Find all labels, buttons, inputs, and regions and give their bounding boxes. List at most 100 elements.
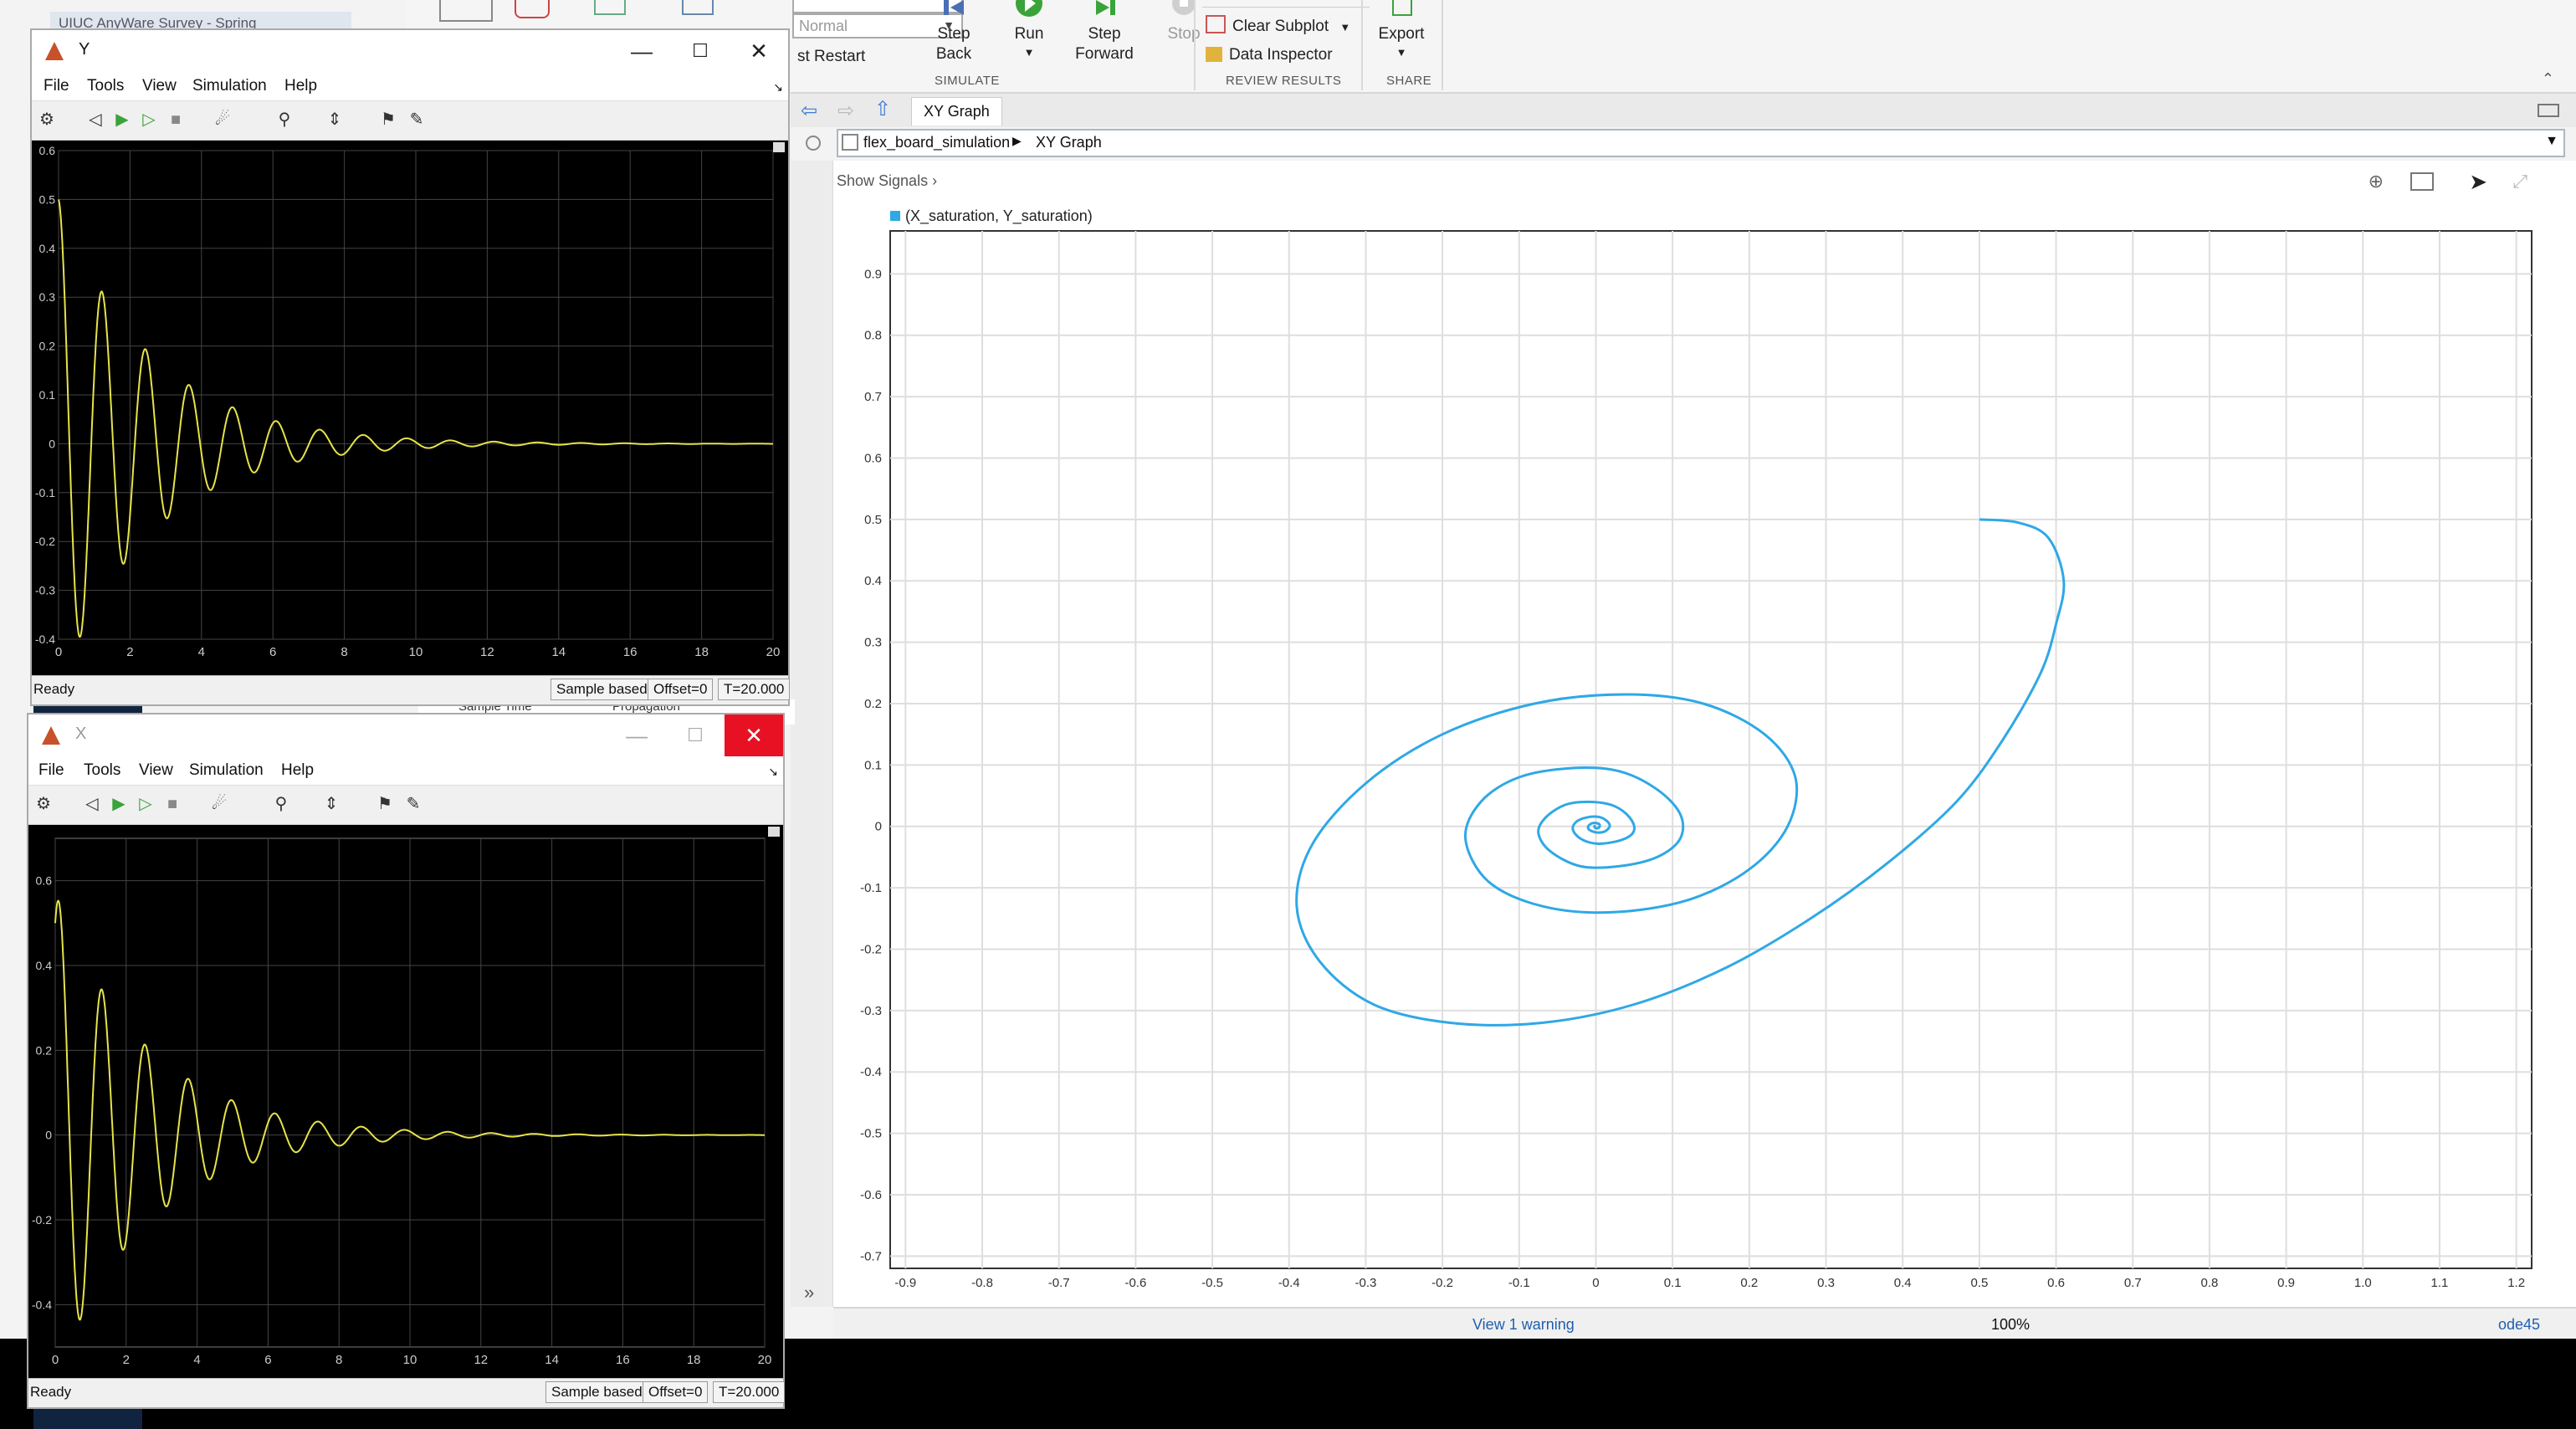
legend-swatch bbox=[890, 211, 900, 221]
panel-toggle-icon[interactable] bbox=[2538, 104, 2559, 117]
title-bar[interactable]: Y — ☐ ✕ bbox=[32, 30, 788, 72]
minimize-icon[interactable]: — bbox=[626, 723, 648, 748]
y-tick-label: 0.5 bbox=[864, 513, 882, 527]
step-back-button[interactable]: Step Back bbox=[924, 0, 983, 64]
x-tick-label: 20 bbox=[758, 1353, 772, 1367]
zoom-icon[interactable]: ⊕ bbox=[2368, 171, 2384, 192]
solver-name[interactable]: ode45 bbox=[2498, 1316, 2541, 1333]
scope-status-bar: Ready Sample based Offset=0 T=20.000 bbox=[32, 675, 791, 704]
menu-help[interactable]: Help bbox=[284, 77, 318, 95]
breadcrumb-model[interactable]: flex_board_simulation bbox=[863, 134, 1011, 151]
highlight-icon[interactable]: ☄ bbox=[212, 795, 227, 813]
scale-axes-icon[interactable]: ⇕ bbox=[324, 795, 339, 813]
step-forward-icon[interactable]: ▷ bbox=[142, 110, 156, 129]
model-icon[interactable] bbox=[594, 0, 626, 15]
warning-link[interactable]: View 1 warning bbox=[1472, 1316, 1575, 1333]
stop-button[interactable]: Stop bbox=[1159, 0, 1209, 44]
zoom-icon[interactable]: ⚲ bbox=[274, 795, 288, 813]
settings-gear-icon[interactable]: ⚙ bbox=[39, 110, 54, 129]
scope-plot-area[interactable]: 0 2 4 6 8 10 12 14 16 18 20 0.6 0.5 0.4 0.3 0.2 0.1 0 -0.1… bbox=[32, 141, 788, 676]
menu-tools[interactable]: Tools bbox=[87, 77, 125, 95]
minimize-icon[interactable]: — bbox=[631, 38, 653, 64]
collapse-ribbon-icon[interactable]: ⌃ bbox=[2541, 70, 2554, 87]
triggers-icon[interactable]: ⚑ bbox=[381, 110, 396, 129]
clear-subplot-label: Clear Subplot bbox=[1232, 18, 1329, 35]
stop-icon[interactable]: ■ bbox=[166, 795, 178, 813]
step-back-icon[interactable]: ◁ bbox=[89, 110, 102, 129]
sample-mode: Sample based bbox=[545, 1381, 648, 1403]
measurements-icon[interactable]: ✎ bbox=[406, 795, 421, 813]
grid-icon[interactable] bbox=[439, 0, 493, 22]
simulation-mode-select[interactable]: Normal ▼ bbox=[792, 13, 963, 38]
tab-xy-graph[interactable]: XY Graph bbox=[911, 97, 1002, 125]
y-tick-label: -0.1 bbox=[35, 486, 55, 499]
step-back-icon[interactable]: ◁ bbox=[85, 795, 99, 813]
y-tick-label: 0.4 bbox=[36, 959, 53, 972]
run-button[interactable]: Run ▼ bbox=[1000, 0, 1058, 61]
y-tick-label: 0 bbox=[49, 437, 55, 450]
brush-icon[interactable] bbox=[515, 0, 550, 18]
x-tick-label: 1.1 bbox=[2431, 1276, 2449, 1290]
forward-arrow-icon[interactable]: ⇨ bbox=[837, 100, 855, 122]
status-text: Ready bbox=[33, 681, 75, 697]
step-forward-icon[interactable]: ▷ bbox=[139, 795, 152, 813]
fast-restart-label: st Restart bbox=[797, 48, 866, 65]
chevron-right-icon: › bbox=[932, 172, 938, 189]
y-tick-label: 0.3 bbox=[39, 290, 56, 304]
show-signals-button[interactable]: Show Signals › bbox=[837, 172, 937, 190]
cursor-icon[interactable]: ➤ bbox=[2469, 169, 2487, 194]
y-tick-label: -0.3 bbox=[35, 584, 55, 597]
y-tick-label: 0.5 bbox=[39, 192, 56, 206]
status-text: Ready bbox=[30, 1384, 72, 1400]
highlight-icon[interactable]: ☄ bbox=[215, 110, 230, 129]
data-cursors-fragment[interactable] bbox=[1202, 0, 1370, 8]
menu-file[interactable]: File bbox=[38, 761, 64, 779]
up-arrow-icon[interactable]: ⇧ bbox=[874, 98, 892, 120]
hide-explorer-icon[interactable] bbox=[806, 136, 821, 151]
scale-axes-icon[interactable]: ⇕ bbox=[327, 110, 342, 129]
zoom-icon[interactable]: ⚲ bbox=[278, 110, 291, 129]
xy-graph-plot[interactable]: -0.9 -0.8 -0.7 -0.6 -0.5 -0.4 -0.3 -0.2 -0.1 0 0.1… bbox=[833, 161, 2576, 1307]
dock-icon[interactable]: ↘ bbox=[768, 765, 778, 778]
title-bar[interactable]: X — ☐ ✕ bbox=[28, 714, 783, 756]
data-inspector-button[interactable]: Data Inspector bbox=[1206, 45, 1333, 65]
breadcrumb-block[interactable]: XY Graph bbox=[1036, 134, 1102, 151]
menu-view[interactable]: View bbox=[142, 77, 177, 95]
y-tick-label: -0.3 bbox=[860, 1004, 882, 1018]
x-tick-label: 0.2 bbox=[1740, 1276, 1758, 1290]
menu-view[interactable]: View bbox=[139, 761, 173, 779]
menu-simulation[interactable]: Simulation bbox=[189, 761, 264, 779]
maximize-icon[interactable]: ☐ bbox=[692, 40, 709, 61]
dock-icon[interactable]: ↘ bbox=[773, 80, 783, 94]
clear-subplot-button[interactable]: Clear Subplot ▼ bbox=[1206, 15, 1350, 38]
close-icon[interactable]: ✕ bbox=[725, 714, 783, 756]
zoom-level: 100% bbox=[1991, 1316, 2031, 1333]
expand-browser-icon[interactable]: » bbox=[804, 1282, 815, 1303]
fast-restart-button[interactable]: st Restart bbox=[797, 47, 865, 67]
chevron-down-icon[interactable]: ▼ bbox=[2545, 134, 2558, 148]
library-icon[interactable] bbox=[682, 0, 714, 15]
settings-gear-icon[interactable]: ⚙ bbox=[36, 795, 51, 813]
menu-tools[interactable]: Tools bbox=[84, 761, 121, 779]
x-tick-label: 0.9 bbox=[2277, 1276, 2295, 1290]
fit-view-icon[interactable] bbox=[2410, 172, 2434, 191]
back-arrow-icon[interactable]: ⇦ bbox=[801, 100, 818, 122]
step-forward-button[interactable]: Step Forward bbox=[1067, 0, 1142, 64]
scope-plot-area[interactable]: 0 2 4 6 8 10 12 14 16 18 20 0.6 0.4 0.2 0 -0.2 -0.4 bbox=[28, 825, 783, 1380]
maximize-icon[interactable]: ☐ bbox=[687, 725, 704, 745]
expand-icon[interactable]: ⤢ bbox=[2512, 171, 2527, 192]
run-icon[interactable]: ▶ bbox=[115, 110, 129, 129]
menu-simulation[interactable]: Simulation bbox=[192, 77, 267, 95]
run-icon[interactable]: ▶ bbox=[112, 795, 125, 813]
stop-icon[interactable]: ■ bbox=[170, 110, 182, 129]
scope-y-plot: 0 2 4 6 8 10 12 14 16 18 20 0.6 0.5 0.4 0.3 0.2 0.1 0 -0.1… bbox=[35, 142, 785, 659]
measurements-icon[interactable]: ✎ bbox=[409, 110, 424, 129]
matlab-logo-icon bbox=[45, 42, 64, 60]
x-tick-label: 2 bbox=[126, 645, 133, 659]
triggers-icon[interactable]: ⚑ bbox=[377, 795, 392, 813]
menu-help[interactable]: Help bbox=[281, 761, 315, 779]
run-dropdown-chevron-icon[interactable]: ▼ bbox=[1023, 46, 1035, 59]
export-button[interactable]: Export ▼ bbox=[1368, 0, 1435, 61]
close-icon[interactable]: ✕ bbox=[750, 38, 768, 64]
menu-file[interactable]: File bbox=[44, 77, 69, 95]
